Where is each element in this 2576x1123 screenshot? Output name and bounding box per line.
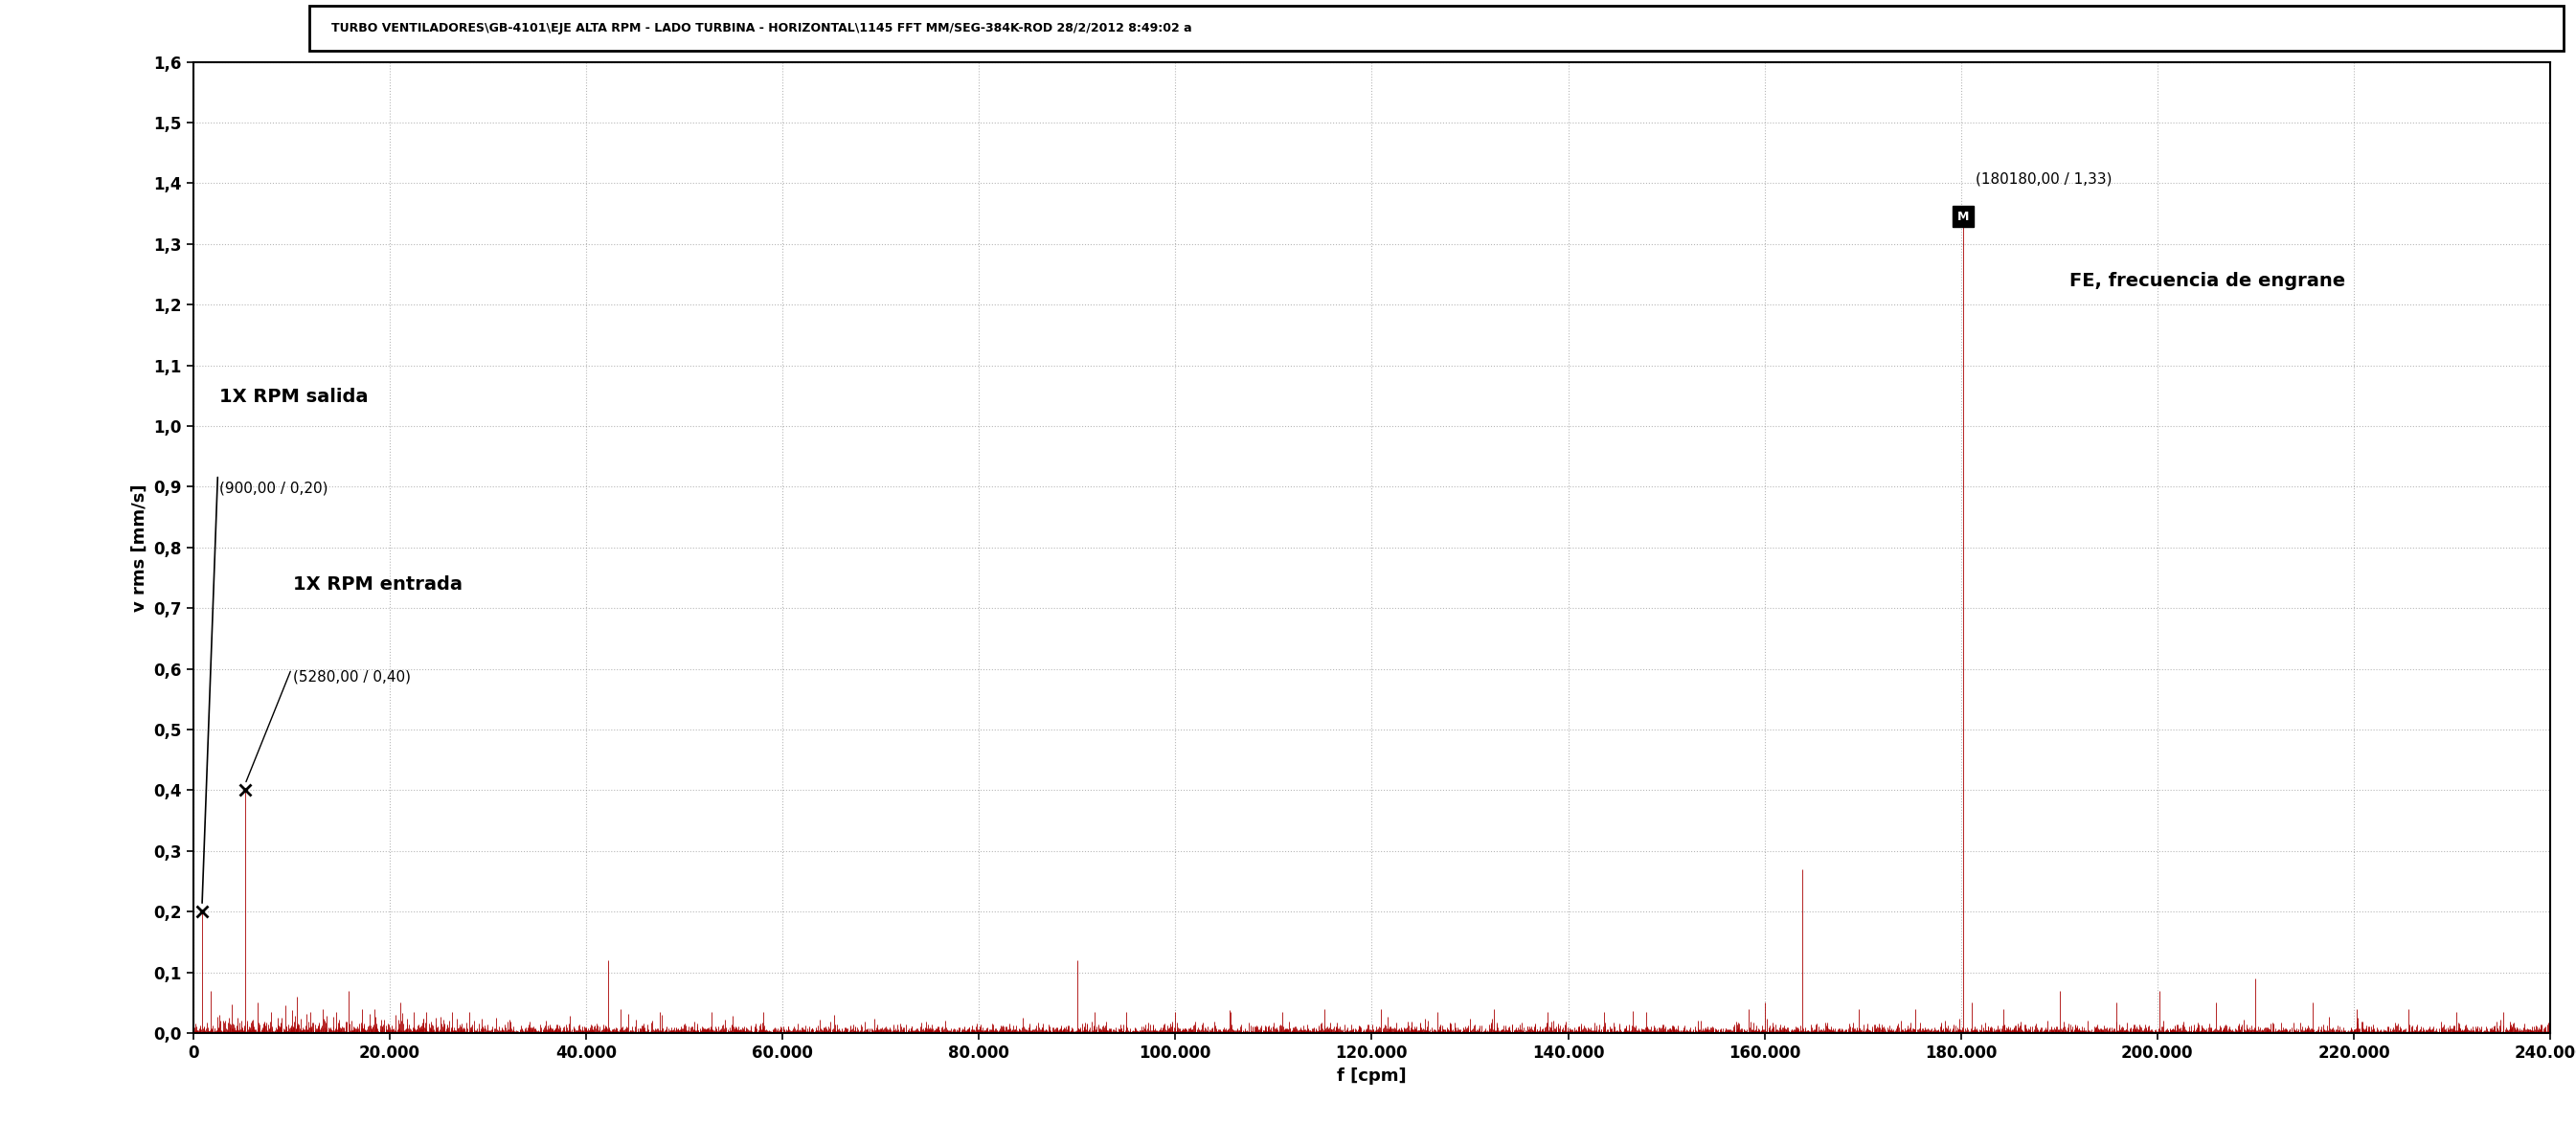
X-axis label: f [cpm]: f [cpm] <box>1337 1067 1406 1084</box>
Text: (5280,00 / 0,40): (5280,00 / 0,40) <box>294 669 412 684</box>
Y-axis label: v rms [mm/s]: v rms [mm/s] <box>131 484 149 611</box>
Text: 1X RPM salida: 1X RPM salida <box>219 387 368 405</box>
Text: (180180,00 / 1,33): (180180,00 / 1,33) <box>1976 172 2112 186</box>
Text: 1X RPM entrada: 1X RPM entrada <box>294 576 464 594</box>
Text: TURBO VENTILADORES\GB-4101\EJE ALTA RPM - LADO TURBINA - HORIZONTAL\1145 FFT MM/: TURBO VENTILADORES\GB-4101\EJE ALTA RPM … <box>332 21 1193 35</box>
Text: M: M <box>1958 210 1968 222</box>
Text: (900,00 / 0,20): (900,00 / 0,20) <box>219 482 327 495</box>
Text: FE, frecuencia de engrane: FE, frecuencia de engrane <box>2069 272 2344 290</box>
